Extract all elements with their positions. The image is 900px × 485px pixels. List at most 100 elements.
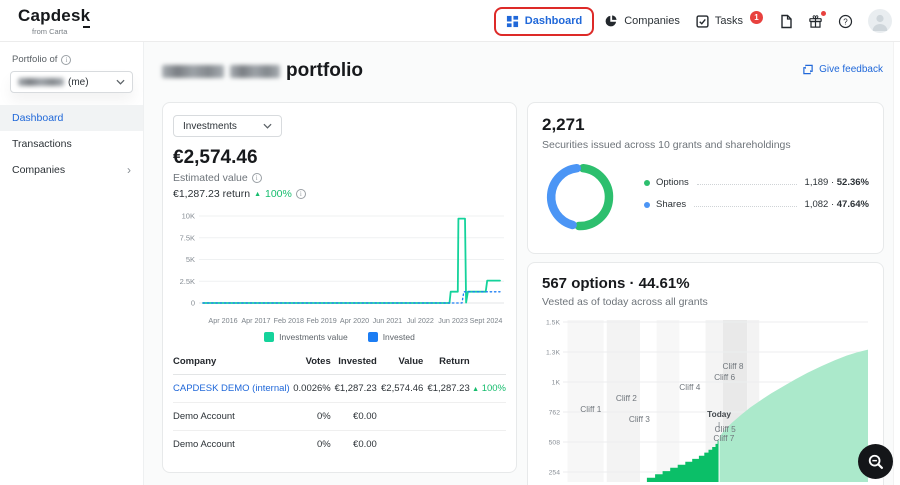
svg-text:?: ? bbox=[843, 17, 848, 26]
page-header: portfolio Give feedback bbox=[162, 56, 893, 94]
notification-dot bbox=[821, 10, 826, 16]
sidebar-menu: Dashboard Transactions Companies › bbox=[0, 105, 143, 183]
investments-select[interactable]: Investments bbox=[173, 115, 282, 137]
dotted-leader bbox=[696, 177, 797, 185]
dotted-leader bbox=[694, 199, 797, 207]
securities-legend: Options 1,189 · 52.36% Shares 1,082 · 47… bbox=[644, 177, 869, 235]
gift-icon bbox=[809, 14, 822, 28]
securities-donut-chart bbox=[546, 163, 614, 231]
portfolio-of-label: Portfolio of i bbox=[12, 54, 143, 65]
svg-text:2.5K: 2.5K bbox=[180, 277, 195, 286]
chevron-down-icon bbox=[116, 79, 125, 85]
checkbox-icon bbox=[696, 14, 709, 28]
vesting-area-chart: 1.5K 1.3K 1K 762 508 254 Cliff 1 Cliff 2 Cliff 3… bbox=[546, 320, 868, 482]
capdesk-logo[interactable]: Capdesk from Carta bbox=[18, 6, 91, 36]
svg-text:Jun 2021: Jun 2021 bbox=[373, 316, 403, 325]
svg-text:Today: Today bbox=[707, 409, 731, 419]
svg-text:1K: 1K bbox=[552, 380, 561, 387]
feedback-icon bbox=[803, 64, 813, 75]
svg-text:Cliff 8: Cliff 8 bbox=[722, 361, 743, 371]
svg-text:Cliff 6: Cliff 6 bbox=[714, 372, 735, 382]
svg-text:Cliff 3: Cliff 3 bbox=[629, 414, 650, 424]
legend-swatch-green bbox=[264, 332, 275, 342]
logo-subtitle: from Carta bbox=[32, 27, 68, 36]
sidebar-item-transactions[interactable]: Transactions bbox=[12, 138, 72, 150]
document-icon bbox=[781, 14, 792, 28]
svg-text:762: 762 bbox=[549, 410, 561, 417]
pie-icon bbox=[605, 15, 617, 27]
table-row[interactable]: CAPDESK DEMO (internal) 0.0026% €1,287.2… bbox=[173, 374, 506, 403]
up-triangle-icon: ▲ bbox=[472, 386, 480, 393]
avatar[interactable] bbox=[868, 9, 892, 33]
return-line: €1,287.23 return ▲ 100% i bbox=[173, 188, 506, 200]
securities-card: 2,271 Securities issued across 10 grants… bbox=[527, 102, 884, 254]
svg-text:1.5K: 1.5K bbox=[546, 320, 560, 327]
nav-label: Companies bbox=[624, 15, 680, 27]
help-icon: ? bbox=[838, 14, 853, 28]
vesting-subtitle: Vested as of today across all grants bbox=[542, 296, 708, 308]
svg-text:Sept 2024: Sept 2024 bbox=[470, 316, 503, 325]
svg-text:1.3K: 1.3K bbox=[546, 350, 560, 357]
nav-item-dashboard[interactable]: Dashboard bbox=[506, 15, 582, 28]
investments-card: Investments €2,574.46 Estimated value i … bbox=[162, 102, 517, 473]
legend-swatch-blue bbox=[367, 332, 378, 342]
sidebar-item-dashboard[interactable]: Dashboard bbox=[0, 105, 143, 131]
nav-label: Tasks bbox=[714, 15, 743, 27]
give-feedback-link[interactable]: Give feedback bbox=[802, 64, 883, 75]
svg-text:7.5K: 7.5K bbox=[180, 233, 195, 242]
page-title: portfolio bbox=[286, 60, 364, 81]
person-icon bbox=[872, 14, 888, 31]
blue-dot-icon bbox=[644, 201, 650, 208]
nav-item-companies[interactable]: Companies bbox=[604, 14, 680, 28]
scrollbar[interactable] bbox=[893, 42, 900, 485]
selector-suffix: (me) bbox=[68, 76, 89, 88]
svg-text:Apr 2020: Apr 2020 bbox=[340, 316, 369, 325]
info-icon[interactable]: i bbox=[251, 173, 262, 183]
zoom-button[interactable] bbox=[858, 444, 893, 479]
sidebar-item-companies[interactable]: Companies › bbox=[12, 163, 131, 177]
chevron-right-icon: › bbox=[127, 163, 131, 177]
investments-line-chart: 0 2.5K 5K 7.5K 10K Apr 2016 Apr 2017 Feb 2018 Fe… bbox=[180, 212, 504, 325]
redacted-last-name bbox=[230, 64, 280, 78]
svg-text:Jun 2023: Jun 2023 bbox=[438, 316, 468, 325]
documents-button[interactable] bbox=[779, 14, 793, 29]
company-link[interactable]: CAPDESK DEMO (internal) bbox=[173, 383, 290, 394]
whats-new-button[interactable] bbox=[808, 10, 826, 29]
annotation-highlight: Dashboard bbox=[493, 6, 595, 36]
nav-label: Dashboard bbox=[524, 15, 583, 27]
logo-text: Capdesk bbox=[18, 6, 91, 28]
svg-text:10K: 10K bbox=[182, 212, 195, 221]
table-row[interactable]: Demo Account 0% €0.00 bbox=[173, 439, 377, 450]
svg-text:Cliff 4: Cliff 4 bbox=[679, 382, 700, 392]
svg-text:508: 508 bbox=[549, 440, 561, 447]
table-header-row: Company Votes Invested Value Return bbox=[173, 350, 506, 375]
svg-text:0: 0 bbox=[191, 299, 195, 308]
securities-subtitle: Securities issued across 10 grants and s… bbox=[542, 139, 791, 151]
svg-text:Cliff 1: Cliff 1 bbox=[580, 404, 601, 414]
securities-total: 2,271 bbox=[542, 115, 585, 134]
redacted-first-name bbox=[162, 64, 224, 78]
top-bar: Capdesk from Carta Dashboard Companies bbox=[0, 0, 900, 42]
nav-item-tasks[interactable]: Tasks 1 bbox=[696, 10, 763, 28]
portfolio-selector[interactable]: (me) bbox=[10, 71, 133, 93]
info-icon[interactable]: i bbox=[61, 54, 72, 65]
magnifier-icon bbox=[868, 454, 883, 469]
svg-text:Apr 2016: Apr 2016 bbox=[208, 316, 237, 325]
holdings-table: Company Votes Invested Value Return CAPD… bbox=[173, 350, 506, 458]
svg-text:5K: 5K bbox=[186, 255, 195, 264]
sidebar: Portfolio of i (me) Dashboard Transactio… bbox=[0, 42, 144, 485]
legend-row-shares: Shares 1,082 · 47.64% bbox=[644, 199, 869, 210]
grid-icon bbox=[506, 15, 518, 27]
table-row[interactable]: Demo Account 0% €0.00 bbox=[173, 402, 506, 431]
svg-text:Feb 2018: Feb 2018 bbox=[274, 316, 304, 325]
svg-text:Jul 2022: Jul 2022 bbox=[407, 316, 434, 325]
help-button[interactable]: ? bbox=[838, 14, 853, 29]
info-icon[interactable]: i bbox=[295, 189, 306, 199]
chart-legend: Investments value Invested bbox=[173, 332, 506, 342]
svg-text:Cliff 7: Cliff 7 bbox=[713, 433, 734, 443]
vesting-title: 567 options · 44.61% bbox=[542, 275, 690, 292]
redacted-name bbox=[18, 78, 64, 86]
chevron-down-icon bbox=[263, 123, 272, 129]
estimated-value: €2,574.46 bbox=[173, 147, 258, 168]
